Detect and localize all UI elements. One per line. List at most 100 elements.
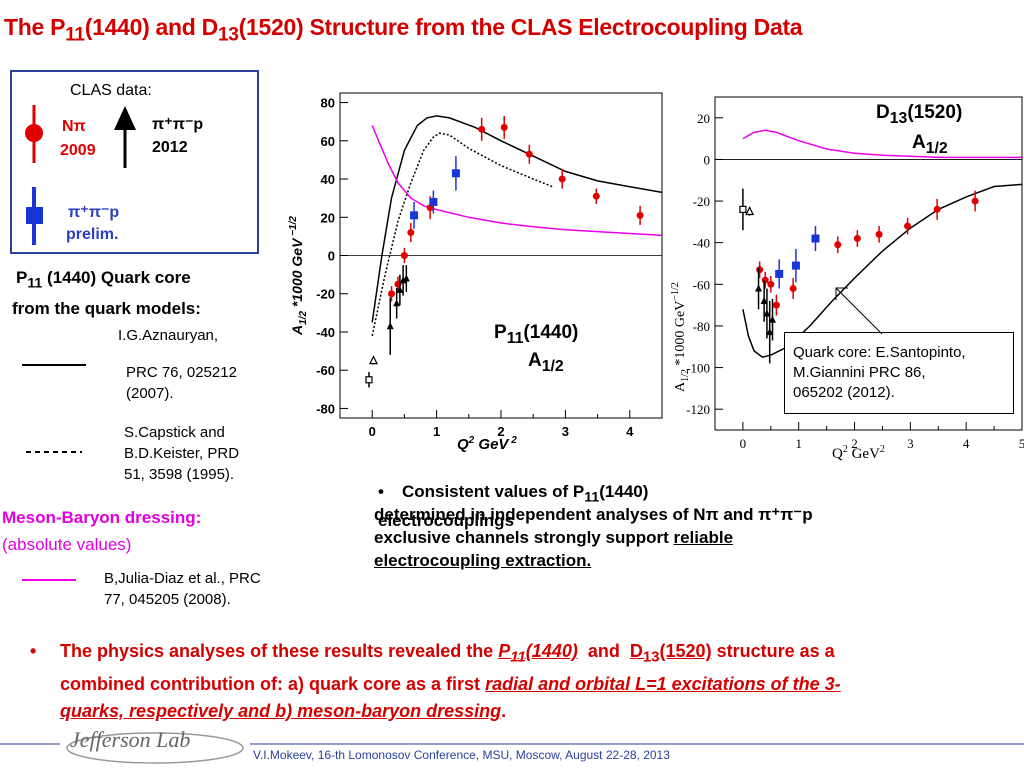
legend-header: CLAS data:: [70, 82, 152, 99]
legend-prelim-note: prelim.: [66, 226, 119, 243]
c2-xtick-label: 2: [851, 436, 858, 451]
legend-npi-label: Nπ: [62, 118, 86, 135]
meson-baryon-sub: (absolute values): [2, 535, 132, 554]
d13-xlabel: Q2 GeV2: [832, 444, 885, 462]
annotation-arrow: [835, 287, 883, 335]
c2-curve-solid: [742, 183, 1023, 359]
c1-point-circle: [478, 117, 486, 141]
c1-ytick-label: -40: [316, 325, 335, 340]
jefferson-lab-logo: Jefferson Lab: [70, 727, 191, 752]
c1-point-square: [451, 156, 460, 191]
c2-point-triangle: [763, 288, 771, 339]
d13-plot-frame: [714, 96, 1023, 431]
c2-point-triangle: [766, 300, 774, 364]
d13-chart: 0 1 2 3 4 5 20 0 -20 -40 -60 -80 -100 -120 A1/2 *1000…: [670, 96, 1024, 451]
c2-point-circle: [971, 190, 979, 212]
c1-ytick-label: -80: [316, 401, 335, 416]
legend-pipi-label: π⁺π⁻p: [152, 116, 204, 133]
c2-ytick-label: -20: [693, 194, 710, 209]
legend-npi-marker: [25, 124, 43, 142]
c2-point-circle: [875, 226, 883, 243]
legend-pipi-marker: [114, 106, 136, 168]
c2-xtick-label: 1: [795, 436, 802, 451]
c2-point-circle: [756, 261, 764, 279]
c1-point-square: [410, 201, 419, 229]
c2-ytick-label: -120: [686, 402, 710, 417]
ref-julia-diaz: B,Julia-Diaz et al., PRC 77, 045205 (2008…: [104, 570, 261, 608]
c1-xtick-label: 4: [626, 424, 634, 439]
c2-xtick-label: 5: [1019, 436, 1024, 451]
p11-ylabel: A1/2 *1000 GeV −1/2: [288, 216, 309, 336]
c1-ytick-label: 60: [321, 134, 335, 149]
bullet-line-4: electrocoupling extraction.: [374, 551, 592, 570]
ref-capstick: S.Capstick and B.D.Keister, PRD 51, 3598 (…: [124, 424, 240, 483]
bullet-line-3: exclusive channels strongly support reli…: [374, 528, 734, 547]
legend-pipi-year: 2012: [152, 139, 188, 156]
legend-prelim-marker: [26, 207, 43, 224]
legend-box: [10, 70, 259, 254]
ref-line-samples: [22, 364, 86, 453]
c2-point-circle: [904, 217, 912, 235]
c1-ytick-label: 20: [321, 210, 335, 225]
c2-ytick-label: 20: [697, 111, 710, 126]
c2-point-square: [811, 226, 820, 252]
c2-point-square: [791, 248, 800, 283]
c1-ytick-label: 0: [328, 249, 335, 264]
bullet-line-2: determined in independent analyses of Nπ…: [374, 505, 813, 524]
p11-chart: 0 1 2 3 4 80 60 40 20 0 -20 -40 -60 -80 A1/2 *1000 Ge…: [288, 92, 663, 439]
p11-xlabel: Q2 GeV 2: [457, 435, 517, 453]
c1-point-circle: [400, 247, 408, 264]
c2-point-triangle: [760, 280, 768, 322]
c2-xtick-label: 0: [740, 436, 747, 451]
ref-aznauryan-1: I.G.Aznauryan,: [118, 327, 219, 344]
c2-point-triangle: [768, 298, 776, 341]
c2-point-circle: [834, 236, 842, 254]
c1-ytick-label: 40: [321, 172, 335, 187]
c2-point-circle: [789, 278, 797, 299]
quark-core-annotation: Quark core: E.Santopinto, M.Giannini PRC …: [784, 332, 1014, 414]
legend-npi-year: 2009: [60, 142, 96, 159]
c1-point-triangle: [396, 274, 404, 306]
c1-curve-dotted: [371, 132, 553, 336]
c1-point-circle: [500, 115, 508, 139]
d13-amp-label: A1/2: [912, 132, 948, 157]
c1-point-square: [429, 190, 438, 214]
d13-panel-label: D13(1520): [876, 102, 963, 127]
c1-point-triangle: [402, 265, 410, 292]
c1-xtick-label: 0: [369, 424, 376, 439]
c1-ytick-label: -60: [316, 363, 335, 378]
c1-point-circle: [636, 205, 644, 225]
c1-point-circle: [388, 286, 396, 302]
c1-point-open-triangle: [369, 355, 378, 365]
footer-citation: V.I.Mokeev, 16-th Lomonosov Conference, …: [253, 748, 670, 762]
footer-rule: [0, 732, 1024, 764]
c1-point-circle: [592, 188, 600, 204]
ref-aznauryan-2: PRC 76, 025212 (2007).: [126, 364, 237, 402]
c2-point-circle: [933, 198, 941, 220]
page-title: The P11(1440) and D13(1520) Structure fr…: [4, 14, 803, 46]
meson-baryon-heading: Meson-Baryon dressing:: [2, 508, 202, 527]
legend-prelim-label: π⁺π⁻p: [68, 204, 120, 221]
c1-curve-solid: [371, 115, 663, 323]
c2-ytick-label: -100: [686, 361, 710, 376]
c2-xtick-label: 3: [907, 436, 914, 451]
c1-point-triangle: [393, 288, 401, 319]
c2-point-circle: [772, 294, 780, 316]
p11-amp-label: A1/2: [528, 350, 564, 375]
c2-xtick-label: 4: [963, 436, 970, 451]
magenta-line-sample: [22, 579, 76, 581]
c2-point-circle: [853, 230, 861, 247]
c2-point-triangle: [755, 267, 763, 310]
c2-point-circle: [767, 275, 775, 293]
c1-point-triangle: [399, 265, 407, 296]
c2-point-square: [775, 259, 784, 289]
c1-point-circle: [558, 169, 566, 189]
c2-curve-solid: [742, 129, 1022, 159]
c1-curve-solid: [371, 125, 663, 237]
c2-ytick-label: -60: [693, 277, 710, 292]
c1-point-triangle: [386, 297, 394, 355]
bottom-summary: • The physics analyses of these results …: [30, 641, 841, 721]
c2-point-open-square: [739, 188, 747, 231]
p11-panel-label: P11(1440): [494, 322, 579, 347]
c1-point-circle: [407, 223, 415, 243]
